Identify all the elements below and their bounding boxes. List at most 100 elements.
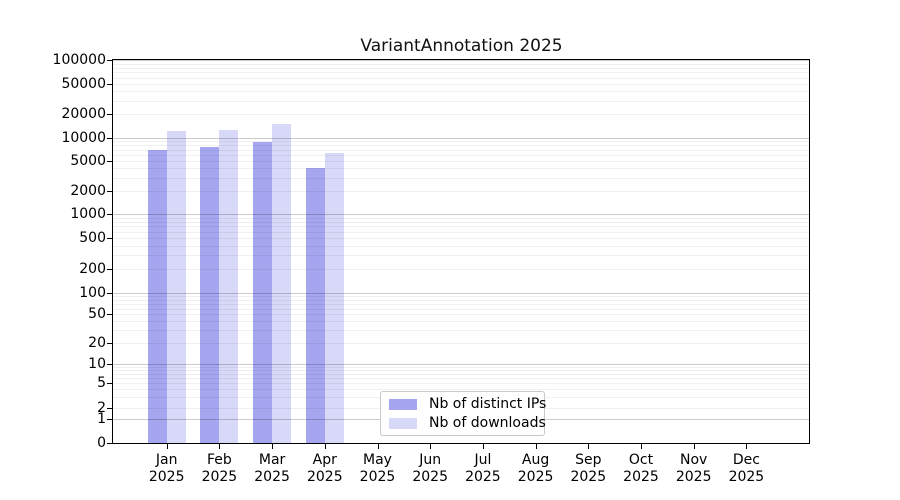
y-tick-label: 100: [79, 285, 106, 301]
y-tick-mark: [107, 269, 112, 270]
y-tick-label: 1000: [70, 206, 106, 222]
y-tick-label: 20000: [61, 106, 106, 122]
y-gridline: [113, 378, 809, 379]
x-tick-mark: [641, 444, 642, 449]
y-gridline: [113, 154, 809, 156]
x-tick-label: Jun 2025: [412, 452, 448, 485]
bar-distinct-ips-apr: [305, 168, 325, 443]
y-gridline: [113, 100, 809, 102]
y-gridline: [113, 114, 809, 115]
y-tick-mark: [107, 419, 112, 420]
x-tick-label: Mar 2025: [254, 452, 290, 485]
x-tick-label: Aug 2025: [517, 452, 554, 485]
legend-item-distinct-ips: Nb of distinct IPs: [389, 396, 546, 412]
x-tick-label: Sep 2025: [570, 452, 607, 485]
y-tick-mark: [107, 214, 112, 215]
bar-distinct-ips-mar: [253, 141, 273, 443]
x-tick-mark: [535, 444, 537, 449]
y-gridline: [113, 137, 809, 139]
y-tick-label: 2: [97, 400, 106, 416]
y-gridline: [113, 299, 809, 301]
y-tick-mark: [107, 238, 112, 239]
y-gridline: [113, 168, 809, 170]
y-gridline: [113, 245, 809, 247]
y-tick-mark: [107, 383, 112, 384]
y-tick-mark: [107, 314, 112, 315]
y-tick-mark: [107, 293, 112, 294]
x-tick-mark: [746, 444, 748, 449]
y-tick-mark: [107, 161, 112, 162]
y-tick-label: 20: [88, 335, 106, 351]
y-tick-label: 100000: [52, 52, 106, 68]
y-gridline: [113, 389, 809, 391]
y-gridline: [113, 370, 809, 372]
y-tick-mark: [107, 408, 112, 409]
x-tick-mark: [219, 444, 221, 449]
y-tick-label: 0: [97, 435, 106, 451]
y-gridline: [113, 77, 809, 79]
x-tick-mark: [272, 444, 274, 449]
x-tick-label: Dec 2025: [728, 452, 765, 485]
y-gridline: [113, 214, 809, 215]
x-tick-mark: [588, 444, 590, 449]
y-tick-label: 5: [97, 375, 106, 391]
x-tick-label: Feb 2025: [201, 452, 238, 485]
legend-swatch-distinct-ips: [389, 398, 417, 410]
y-gridline: [113, 364, 809, 365]
y-gridline: [113, 226, 809, 228]
y-gridline: [113, 255, 809, 257]
y-tick-mark: [107, 191, 112, 192]
y-tick-mark: [107, 364, 112, 365]
y-tick-mark: [107, 84, 112, 85]
y-gridline: [113, 91, 809, 93]
y-gridline: [113, 308, 809, 310]
y-tick-label: 50000: [61, 76, 106, 92]
bar-downloads-jan: [166, 131, 186, 443]
y-tick-mark: [107, 60, 112, 61]
bar-downloads-mar: [272, 124, 292, 443]
x-tick-mark: [430, 444, 432, 449]
x-tick-mark: [482, 444, 484, 449]
y-tick-label: 10000: [61, 129, 106, 146]
chart-title: VariantAnnotation 2025: [360, 36, 563, 56]
y-gridline: [113, 303, 809, 305]
y-gridline: [113, 231, 809, 233]
y-gridline: [113, 269, 809, 270]
legend-item-downloads: Nb of downloads: [389, 415, 546, 431]
y-tick-mark: [107, 114, 112, 115]
bar-downloads-apr: [324, 153, 344, 443]
y-gridline: [113, 191, 809, 192]
y-gridline: [113, 217, 809, 219]
y-tick-label: 1: [97, 411, 106, 427]
x-tick-mark: [693, 444, 695, 449]
x-tick-mark: [377, 444, 379, 449]
y-tick-mark: [107, 343, 112, 344]
bar-distinct-ips-jan: [147, 149, 167, 443]
y-gridline: [113, 60, 809, 61]
legend-label-distinct-ips: Nb of distinct IPs: [429, 396, 547, 412]
y-gridline: [113, 145, 809, 147]
legend-label-downloads: Nb of downloads: [429, 415, 546, 431]
x-tick-mark: [166, 444, 168, 449]
y-gridline: [113, 330, 809, 332]
y-gridline: [113, 238, 809, 239]
y-tick-label: 500: [79, 230, 106, 246]
y-tick-label: 200: [79, 261, 106, 277]
y-gridline: [113, 177, 809, 179]
y-tick-mark: [107, 443, 112, 444]
y-gridline: [113, 296, 809, 298]
y-gridline: [113, 366, 809, 368]
y-gridline: [113, 141, 809, 143]
y-gridline: [113, 72, 809, 74]
x-tick-mark: [324, 444, 326, 449]
bar-downloads-feb: [219, 129, 239, 443]
y-gridline: [113, 383, 809, 384]
y-gridline: [113, 63, 809, 65]
y-tick-label: 10: [88, 356, 106, 372]
y-tick-label: 2000: [70, 183, 106, 199]
y-gridline: [113, 373, 809, 375]
bar-distinct-ips-feb: [200, 147, 220, 443]
y-gridline: [113, 149, 809, 151]
x-tick-label: Nov 2025: [675, 452, 712, 485]
